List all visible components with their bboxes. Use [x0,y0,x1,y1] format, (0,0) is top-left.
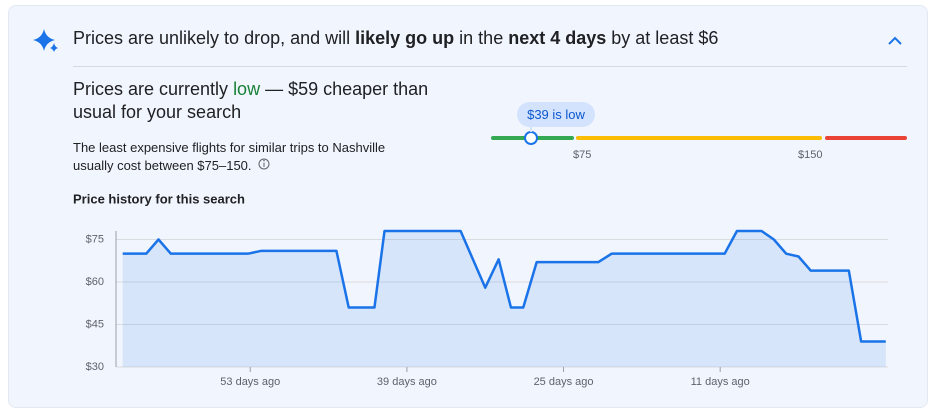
range-typical [576,136,822,140]
summary-text: — $59 cheaper than usual for your search [73,79,429,122]
sparkle-icon [33,29,58,52]
price-marker [524,131,538,145]
range-high [825,136,907,140]
range-label: $150 [798,149,823,161]
price-insights-card [8,5,928,408]
summary-text: Prices are currently [73,79,234,99]
y-tick-label: $30 [86,361,104,373]
headline-emphasis: next 4 days [508,28,607,48]
collapse-button[interactable] [888,36,902,45]
x-tick-label: 53 days ago [220,376,280,388]
headline-text: in the [454,28,509,48]
range-label: $75 [573,149,592,161]
y-tick-label: $45 [86,318,104,330]
headline-text: by at least $6 [606,28,719,48]
insight-headline: Prices are unlikely to drop, and will li… [73,28,718,49]
price-line [122,229,886,343]
x-tick-label: 25 days ago [534,376,594,388]
price-level: low [233,79,261,99]
price-area [122,231,886,367]
y-tick-label: $75 [86,233,104,245]
current-price-badge: $39 is low [517,102,595,127]
chart-title: Price history for this search [73,191,245,206]
price-summary: Prices are currently low — $59 cheaper t… [73,78,453,124]
divider [73,66,907,67]
y-tick-label: $60 [86,276,104,288]
x-tick-label: 11 days ago [691,376,750,388]
price-description: The least expensive flights for similar … [73,140,386,173]
x-tick-label: 39 days ago [377,376,437,388]
headline-text: Prices are unlikely to drop, and will [73,28,356,48]
info-icon[interactable] [258,158,270,170]
headline-emphasis: likely go up [355,28,455,48]
